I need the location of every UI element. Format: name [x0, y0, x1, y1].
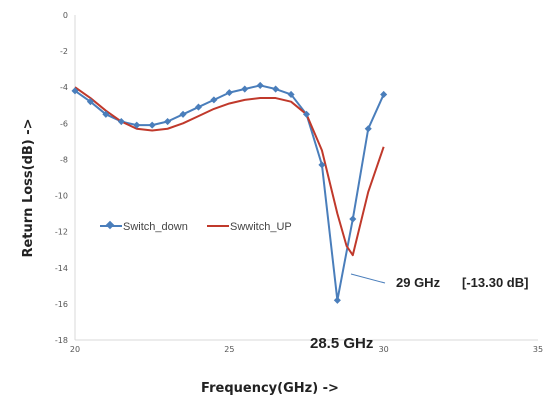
- series-markers: [71, 81, 388, 304]
- data-point: [117, 117, 125, 126]
- axes: [74, 15, 538, 341]
- data-point: [164, 117, 172, 126]
- y-tick-labels: 0 -2 -4 -6 -8 -10 -12 -14 -16 -18: [55, 11, 68, 345]
- x-tick-label: 20: [70, 345, 80, 354]
- x-tick-label: 25: [224, 345, 234, 354]
- data-point: [333, 296, 341, 304]
- data-point: [86, 98, 94, 106]
- y-tick-label: -10: [55, 192, 68, 201]
- y-tick-label: -6: [60, 119, 68, 128]
- data-point: [194, 103, 203, 111]
- series-line-swwitch-up: [74, 86, 385, 257]
- data-point: [287, 90, 295, 98]
- data-point: [364, 125, 372, 133]
- legend-label-swwitch-up: Swwitch_UP: [230, 221, 292, 233]
- data-point: [225, 89, 233, 97]
- legend-item-switch-down: Switch_down: [100, 220, 188, 233]
- annotation-min-frequency: 28.5 GHz: [310, 335, 373, 352]
- x-tick-label: 35: [533, 345, 543, 354]
- annotations: 29 GHz [-13.30 dB] 28.5 GHz: [310, 273, 528, 352]
- data-point: [210, 96, 218, 104]
- annotation-return-loss: [-13.30 dB]: [462, 275, 528, 290]
- y-tick-label: -16: [55, 300, 68, 309]
- data-point: [133, 121, 141, 129]
- data-point: [349, 215, 357, 223]
- data-point: [102, 110, 110, 118]
- data-point: [302, 110, 311, 118]
- y-tick-label: -18: [55, 336, 68, 345]
- annotation-frequency: 29 GHz: [396, 275, 441, 290]
- data-point: [380, 90, 388, 98]
- data-point: [256, 81, 264, 89]
- x-axis-title: Frequency(GHz) ->: [201, 381, 339, 396]
- x-tick-labels: 20 25 30 35: [70, 345, 543, 354]
- legend-label-switch-down: Switch_down: [123, 221, 188, 233]
- data-point: [272, 85, 280, 93]
- series-lines: [74, 84, 385, 302]
- y-tick-label: -12: [55, 228, 68, 237]
- series-line-switch-down: [74, 84, 385, 302]
- legend: Switch_down Swwitch_UP: [100, 220, 292, 233]
- y-tick-label: -2: [60, 47, 68, 56]
- y-tick-label: -8: [60, 155, 68, 164]
- legend-item-swwitch-up: Swwitch_UP: [207, 221, 292, 233]
- annotation-arrow: [350, 273, 386, 284]
- y-tick-label: -4: [60, 83, 68, 92]
- y-tick-label: 0: [63, 11, 68, 20]
- data-point: [71, 87, 79, 95]
- data-point: [318, 161, 326, 169]
- y-tick-label: -14: [55, 264, 68, 273]
- data-point: [148, 121, 156, 129]
- data-point: [179, 110, 187, 118]
- x-tick-label: 30: [379, 345, 389, 354]
- data-point: [241, 85, 249, 93]
- y-axis-title: Return Loss(dB) ->: [21, 118, 36, 257]
